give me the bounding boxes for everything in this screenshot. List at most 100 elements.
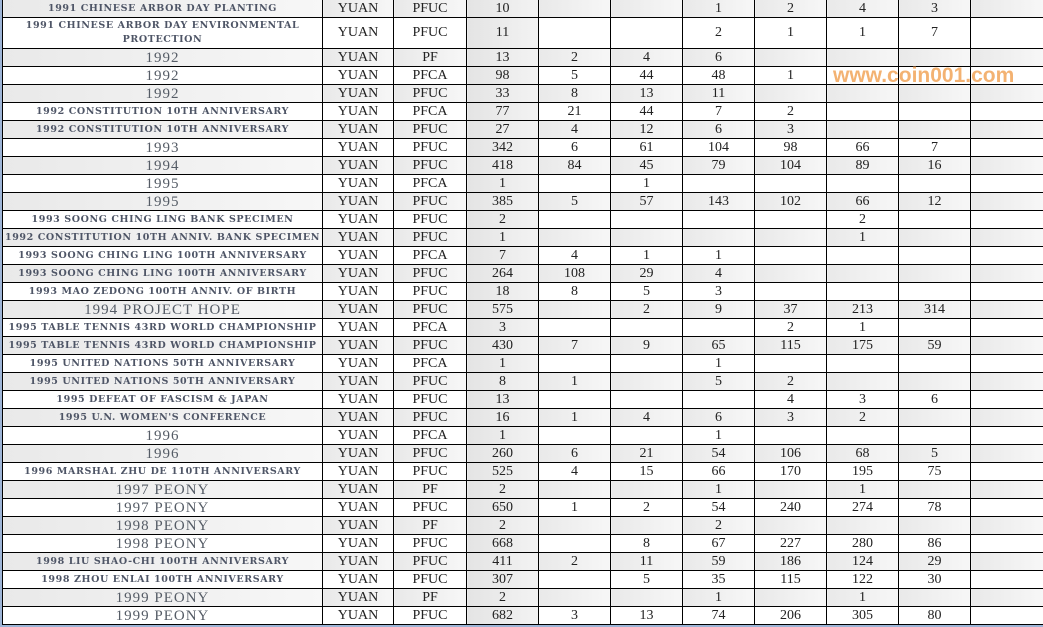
coin-name-cell: 1995 DEFEAT OF FASCISM & JAPAN xyxy=(2,390,323,409)
grade-count-cell: 44 xyxy=(610,66,683,85)
grade-cell: PFUC xyxy=(393,372,467,391)
total-cell: 98 xyxy=(466,66,539,85)
grade-count-cell xyxy=(754,426,827,445)
grade-count-cell xyxy=(682,174,755,193)
grade-count-cell: 2 xyxy=(754,102,827,121)
grade-count-cell: 115 xyxy=(754,570,827,589)
grade-count-cell: 57 xyxy=(610,192,683,211)
denomination-cell: YUAN xyxy=(322,444,394,463)
grade-count-cell: 240 xyxy=(754,498,827,517)
total-cell: 385 xyxy=(466,192,539,211)
grade-count-cell xyxy=(610,390,683,409)
table-row: 1993 YUAN PFUC 342 6 61 104 98 66 7 xyxy=(2,138,1043,157)
grade-count-cell xyxy=(970,588,1043,607)
coin-name-cell: 1996 MARSHAL ZHU DE 110TH ANNIVERSARY xyxy=(2,462,323,481)
denomination-cell: YUAN xyxy=(322,120,394,139)
grade-count-cell: 2 xyxy=(610,300,683,319)
grade-count-cell: 29 xyxy=(610,264,683,283)
table-row: 1993 MAO ZEDONG 100TH ANNIV. OF BIRTH YUA… xyxy=(2,282,1043,301)
grade-count-cell: 59 xyxy=(898,336,971,355)
grade-count-cell: 274 xyxy=(826,498,899,517)
grade-count-cell xyxy=(682,318,755,337)
coin-name-cell: 1994 xyxy=(2,156,323,175)
grade-count-cell: 4 xyxy=(538,462,611,481)
grade-count-cell xyxy=(898,174,971,193)
grade-count-cell: 8 xyxy=(538,282,611,301)
grade-count-cell xyxy=(826,174,899,193)
table-row: 1991 CHINESE ARBOR DAY ENVIRONMENTAL PRO… xyxy=(2,17,1043,49)
coin-name-cell: 1991 CHINESE ARBOR DAY ENVIRONMENTAL PRO… xyxy=(2,17,323,49)
grade-count-cell: 4 xyxy=(682,264,755,283)
grade-cell: PFUC xyxy=(393,498,467,517)
grade-count-cell xyxy=(826,246,899,265)
grade-cell: PFUC xyxy=(393,156,467,175)
grade-count-cell xyxy=(826,120,899,139)
coin-name-cell: 1992 CONSTITUTION 10TH ANNIVERSARY xyxy=(2,120,323,139)
grade-count-cell xyxy=(898,120,971,139)
grade-count-cell xyxy=(970,120,1043,139)
grade-count-cell xyxy=(538,228,611,247)
denomination-cell: YUAN xyxy=(322,336,394,355)
denomination-cell: YUAN xyxy=(322,0,394,18)
coin-name-cell: 1998 ZHOU ENLAI 100TH ANNIVERSARY xyxy=(2,570,323,589)
grade-count-cell xyxy=(970,48,1043,67)
grade-count-cell: 4 xyxy=(610,408,683,427)
grade-cell: PFCA xyxy=(393,426,467,445)
table-row: 1992 YUAN PFCA 98 5 44 48 1 www.coin001.com xyxy=(2,65,1043,86)
table-row: 1992 YUAN PFUC 33 8 13 11 xyxy=(2,84,1043,103)
grade-count-cell: 11 xyxy=(682,84,755,103)
grade-count-cell xyxy=(682,210,755,229)
table-row: 1995 U.N. WOMEN'S CONFERENCE YUAN PFUC 16 1 4… xyxy=(2,408,1043,427)
grade-count-cell xyxy=(970,174,1043,193)
table-row: 1992 CONSTITUTION 10TH ANNIV. BANK SPECI… xyxy=(2,228,1043,247)
grade-count-cell: 2 xyxy=(754,0,827,18)
denomination-cell: YUAN xyxy=(322,84,394,103)
grade-cell: PFUC xyxy=(393,444,467,463)
table-row: 1993 SOONG CHING LING 100TH ANNIVERSARY Y… xyxy=(2,246,1043,265)
grade-count-cell: 2 xyxy=(754,318,827,337)
grade-cell: PFUC xyxy=(393,210,467,229)
coin-name-cell: 1999 PEONY xyxy=(2,588,323,607)
grade-count-cell xyxy=(898,408,971,427)
coin-name-cell: 1992 xyxy=(2,66,323,85)
grade-count-cell xyxy=(610,0,683,18)
grade-count-cell: 29 xyxy=(898,552,971,571)
grade-count-cell: 6 xyxy=(682,48,755,67)
grade-count-cell xyxy=(610,588,683,607)
grade-cell: PFUC xyxy=(393,228,467,247)
grade-count-cell: 1 xyxy=(538,372,611,391)
grade-count-cell: 66 xyxy=(826,192,899,211)
denomination-cell: YUAN xyxy=(322,426,394,445)
total-cell: 1 xyxy=(466,426,539,445)
grade-count-cell: 21 xyxy=(610,444,683,463)
grade-count-cell: 89 xyxy=(826,156,899,175)
table-row: 1991 CHINESE ARBOR DAY PLANTING YUAN PFUC 1… xyxy=(2,0,1043,18)
denomination-cell: YUAN xyxy=(322,282,394,301)
table-row: 1998 LIU SHAO-CHI 100TH ANNIVERSARY YUAN P… xyxy=(2,552,1043,571)
denomination-cell: YUAN xyxy=(322,588,394,607)
grade-count-cell xyxy=(610,426,683,445)
grade-count-cell xyxy=(898,246,971,265)
grade-count-cell xyxy=(970,318,1043,337)
grade-cell: PFUC xyxy=(393,282,467,301)
grade-count-cell: 1 xyxy=(754,17,827,49)
grade-count-cell: 1 xyxy=(682,588,755,607)
grade-count-cell: 206 xyxy=(754,606,827,625)
grade-count-cell: 44 xyxy=(610,102,683,121)
coin-name-cell: 1993 SOONG CHING LING BANK SPECIMEN xyxy=(2,210,323,229)
coin-name-cell: 1991 CHINESE ARBOR DAY PLANTING xyxy=(2,0,323,18)
table-row: 1994 YUAN PFUC 418 84 45 79 104 89 16 xyxy=(2,156,1043,175)
grade-cell: PFCA xyxy=(393,318,467,337)
denomination-cell: YUAN xyxy=(322,138,394,157)
denomination-cell: YUAN xyxy=(322,606,394,625)
grade-count-cell: 115 xyxy=(754,336,827,355)
denomination-cell: YUAN xyxy=(322,390,394,409)
grade-count-cell: 305 xyxy=(826,606,899,625)
grade-cell: PFUC xyxy=(393,300,467,319)
grade-count-cell: 2 xyxy=(826,210,899,229)
grade-count-cell: 4 xyxy=(826,0,899,18)
grade-count-cell: 16 xyxy=(898,156,971,175)
table-row: 1992 CONSTITUTION 10TH ANNIVERSARY YUAN PF… xyxy=(2,120,1043,139)
table-row: 1998 ZHOU ENLAI 100TH ANNIVERSARY YUAN PFU… xyxy=(2,570,1043,589)
